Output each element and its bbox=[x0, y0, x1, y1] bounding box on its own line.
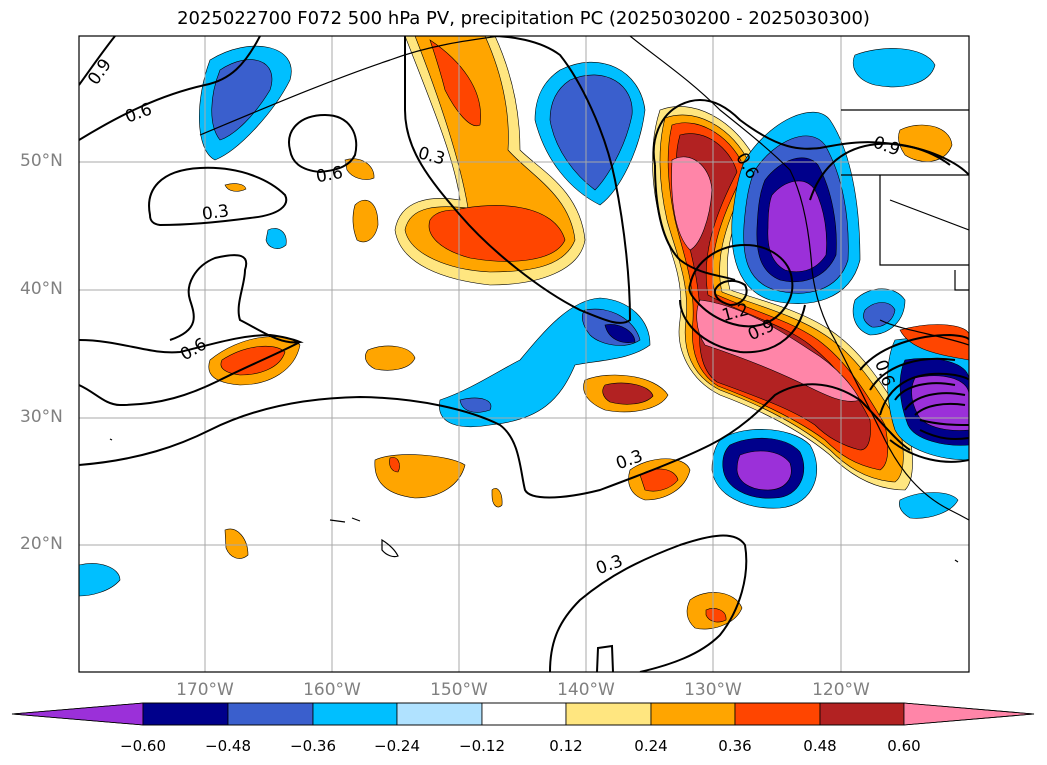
colorbar-extend-min bbox=[11, 702, 144, 726]
colorbar-segment bbox=[650, 702, 736, 726]
pv-contours bbox=[79, 36, 969, 672]
map-area: 0.9 0.6 0.6 0.3 0.3 0.6 0.3 0.3 1.2 0.9 … bbox=[79, 36, 969, 672]
lon-label: 150°W bbox=[430, 680, 488, 700]
colorbar bbox=[11, 702, 1035, 726]
colorbar-tick-label: −0.12 bbox=[459, 737, 505, 755]
colorbar-tick-label: −0.48 bbox=[205, 737, 251, 755]
colorbar-segment bbox=[312, 702, 398, 726]
colorbar-tick-label: −0.36 bbox=[290, 737, 336, 755]
lon-label: 120°W bbox=[812, 680, 870, 700]
contour-label: 0.3 bbox=[201, 201, 231, 225]
colorbar-tick-label: 0.12 bbox=[549, 737, 583, 755]
map-frame bbox=[78, 35, 970, 673]
colorbar-tick-label: 0.24 bbox=[634, 737, 668, 755]
coastlines bbox=[109, 36, 969, 563]
graticule bbox=[79, 36, 969, 672]
colorbar-segment bbox=[396, 702, 483, 726]
colorbar-tick-label: −0.60 bbox=[120, 737, 166, 755]
colorbar-segment bbox=[734, 702, 821, 726]
lon-label: 130°W bbox=[684, 680, 742, 700]
colorbar-tick-label: 0.60 bbox=[887, 737, 921, 755]
colorbar-tick-label: 0.48 bbox=[803, 737, 837, 755]
colorbar-tick-label: −0.24 bbox=[374, 737, 420, 755]
colorbar-segment bbox=[227, 702, 314, 726]
colorbar-segment bbox=[142, 702, 229, 726]
lat-label: 30°N bbox=[20, 407, 63, 427]
lat-label: 40°N bbox=[20, 279, 63, 299]
contour-label: 0.6 bbox=[314, 163, 344, 187]
lon-label: 170°W bbox=[176, 680, 234, 700]
colorbar-segment bbox=[565, 702, 652, 726]
lat-label: 50°N bbox=[20, 151, 63, 171]
colorbar-segment bbox=[819, 702, 905, 726]
colorbar-extend-max bbox=[903, 702, 1035, 726]
colorbar-tick-label: 0.36 bbox=[718, 737, 752, 755]
lon-label: 140°W bbox=[557, 680, 615, 700]
map-title: 2025022700 F072 500 hPa PV, precipitatio… bbox=[177, 8, 870, 29]
colorbar-segment bbox=[481, 702, 567, 726]
lon-label: 160°W bbox=[303, 680, 361, 700]
lat-label: 20°N bbox=[20, 534, 63, 554]
